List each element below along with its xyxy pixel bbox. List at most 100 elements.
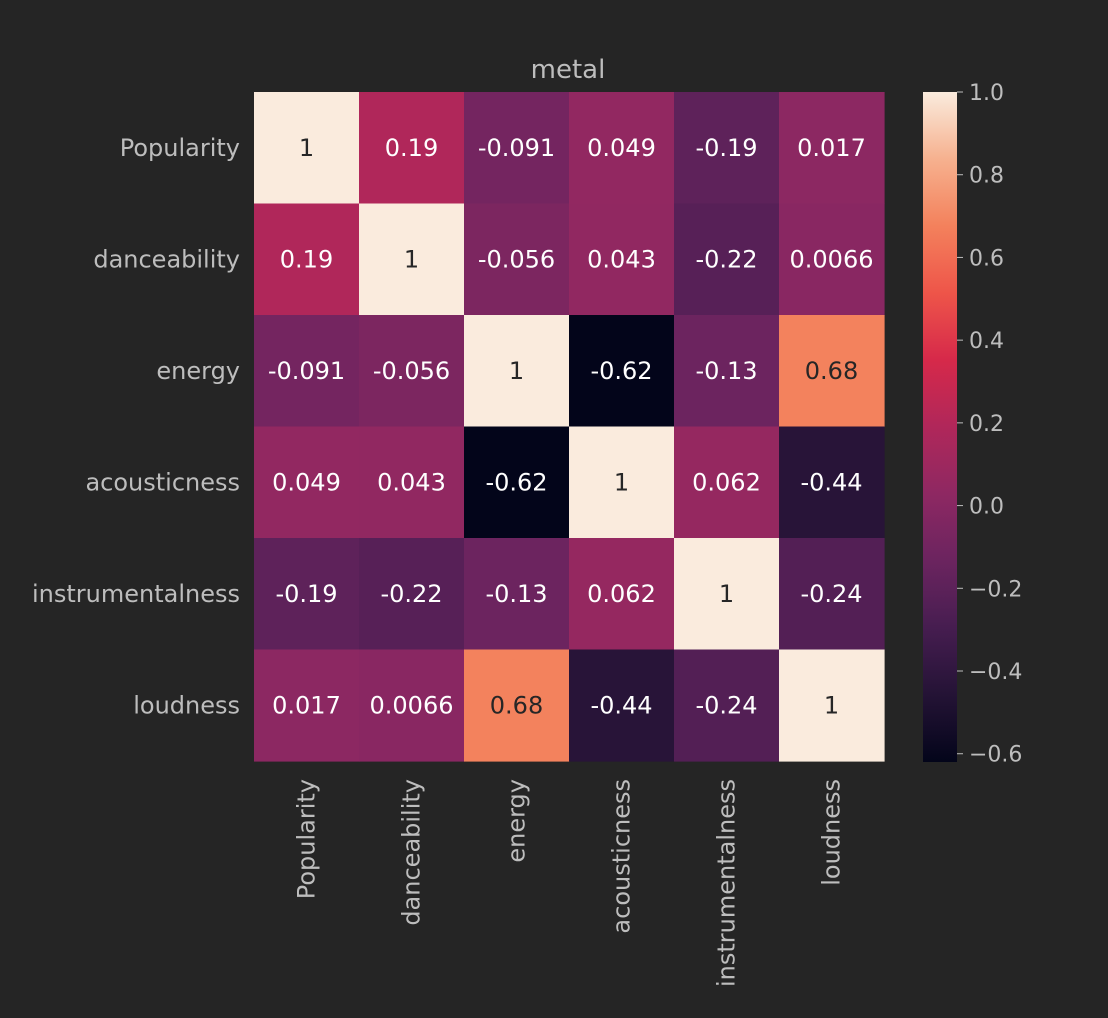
cell-annotation: 0.19	[280, 245, 333, 273]
heatmap-cell-energy-energy	[464, 315, 570, 428]
cell-annotation: 1	[299, 134, 314, 162]
cell-annotation: 0.0066	[370, 691, 454, 719]
colorbar-tick-label: −0.4	[969, 660, 1022, 685]
heatmap-cell-energy-danceability	[359, 315, 465, 428]
y-tick-label-loudness: loudness	[133, 691, 240, 719]
heatmap-cell-loudness-acousticness	[569, 649, 675, 762]
cell-annotation: 1	[824, 691, 839, 719]
cell-annotation: -0.22	[695, 245, 757, 273]
heatmap-cell-loudness-danceability	[359, 649, 465, 762]
heatmap-cell-instrumentalness-energy	[464, 538, 570, 651]
heatmap-cell-instrumentalness-instrumentalness	[674, 538, 780, 651]
colorbar	[923, 92, 957, 762]
cell-annotation: 0.049	[587, 134, 656, 162]
cell-annotation: 0.062	[587, 580, 656, 608]
x-tick-label-danceability: danceability	[398, 779, 426, 926]
cell-annotation: -0.056	[478, 245, 555, 273]
cell-annotation: 0.017	[797, 134, 866, 162]
cell-annotation: -0.62	[590, 357, 652, 385]
heatmap-cell-loudness-popularity	[254, 649, 360, 762]
colorbar-tick-label: 0.4	[969, 329, 1004, 354]
heatmap-cell-danceability-loudness	[779, 203, 885, 316]
cell-annotation: -0.091	[268, 357, 345, 385]
cell-annotation: -0.13	[485, 580, 547, 608]
cell-annotation: -0.24	[695, 691, 757, 719]
heatmap-cell-energy-acousticness	[569, 315, 675, 428]
colorbar-tick-label: 1.0	[969, 81, 1004, 106]
heatmap-cell-popularity-acousticness	[569, 92, 675, 205]
heatmap-cell-danceability-popularity	[254, 203, 360, 316]
heatmap-cell-danceability-acousticness	[569, 203, 675, 316]
heatmap-cell-acousticness-energy	[464, 426, 570, 539]
y-tick-label-acousticness: acousticness	[85, 468, 240, 496]
heatmap-cell-acousticness-acousticness	[569, 426, 675, 539]
x-tick-label-energy: energy	[503, 779, 531, 863]
heatmap-cells	[254, 92, 885, 762]
y-axis-tick-labels: Popularity danceability energy acousticness…	[32, 134, 240, 720]
colorbar-tick-label: −0.2	[969, 577, 1022, 602]
colorbar-tick-label: −0.6	[969, 743, 1022, 768]
heatmap-cell-acousticness-popularity	[254, 426, 360, 539]
heatmap-cell-loudness-energy	[464, 649, 570, 762]
heatmap-cell-energy-loudness	[779, 315, 885, 428]
heatmap-cell-loudness-instrumentalness	[674, 649, 780, 762]
heatmap-cell-popularity-loudness	[779, 92, 885, 205]
x-tick-label-popularity: Popularity	[293, 779, 321, 899]
cell-annotation: 0.043	[587, 245, 656, 273]
cell-annotation: -0.056	[373, 357, 450, 385]
cell-annotation: -0.62	[485, 468, 547, 496]
cell-annotation: -0.13	[695, 357, 757, 385]
colorbar-ticks: 1.0 0.8 0.6 0.4 0.2 0.0 −0.2 −0.4 −0.6	[957, 81, 1022, 768]
heatmap-cell-popularity-danceability	[359, 92, 465, 205]
cell-annotation: 1	[614, 468, 629, 496]
y-tick-label-instrumentalness: instrumentalness	[32, 580, 240, 608]
cell-annotation: 0.062	[692, 468, 761, 496]
heatmap-cell-popularity-energy	[464, 92, 570, 205]
heatmap-cell-instrumentalness-danceability	[359, 538, 465, 651]
heatmap-cell-instrumentalness-popularity	[254, 538, 360, 651]
x-tick-label-acousticness: acousticness	[608, 779, 636, 934]
y-tick-label-danceability: danceability	[93, 245, 240, 273]
y-tick-label-energy: energy	[156, 357, 240, 385]
heatmap-cell-popularity-instrumentalness	[674, 92, 780, 205]
cell-annotation: -0.24	[800, 580, 862, 608]
cell-annotation: 0.049	[272, 468, 341, 496]
heatmap-cell-danceability-instrumentalness	[674, 203, 780, 316]
cell-annotation: 1	[509, 357, 524, 385]
heatmap-cell-loudness-loudness	[779, 649, 885, 762]
heatmap-annotations: 1 0.19 -0.091 0.049 -0.19 0.017 0.19 1 -0.056 0.0…	[268, 134, 874, 720]
heatmap-cell-acousticness-instrumentalness	[674, 426, 780, 539]
cell-annotation: -0.22	[380, 580, 442, 608]
x-tick-label-loudness: loudness	[818, 779, 846, 886]
cell-annotation: 0.0066	[790, 245, 874, 273]
cell-annotation: 0.68	[805, 357, 858, 385]
x-tick-label-instrumentalness: instrumentalness	[713, 779, 741, 987]
cell-annotation: 1	[404, 245, 419, 273]
cell-annotation: -0.19	[275, 580, 337, 608]
cell-annotation: 1	[719, 580, 734, 608]
cell-annotation: 0.017	[272, 691, 341, 719]
colorbar-tick-label: 0.2	[969, 412, 1004, 437]
heatmap-cell-acousticness-danceability	[359, 426, 465, 539]
heatmap-cell-energy-popularity	[254, 315, 360, 428]
colorbar-tick-label: 0.8	[969, 164, 1004, 189]
heatmap-cell-instrumentalness-loudness	[779, 538, 885, 651]
heatmap-cell-danceability-danceability	[359, 203, 465, 316]
x-axis-tick-labels: Popularity danceability energy acousticness…	[293, 779, 846, 987]
cell-annotation: -0.19	[695, 134, 757, 162]
heatmap-cell-danceability-energy	[464, 203, 570, 316]
heatmap-cell-popularity-popularity	[254, 92, 360, 205]
heatmap-cell-instrumentalness-acousticness	[569, 538, 675, 651]
cell-annotation: 0.68	[490, 691, 543, 719]
heatmap-cell-energy-instrumentalness	[674, 315, 780, 428]
cell-annotation: 0.043	[377, 468, 446, 496]
colorbar-tick-label: 0.0	[969, 495, 1004, 520]
y-tick-label-popularity: Popularity	[120, 134, 240, 162]
cell-annotation: -0.44	[800, 468, 862, 496]
cell-annotation: -0.44	[590, 691, 652, 719]
heatmap-cell-acousticness-loudness	[779, 426, 885, 539]
cell-annotation: -0.091	[478, 134, 555, 162]
cell-annotation: 0.19	[385, 134, 438, 162]
chart-title: metal	[531, 55, 606, 85]
